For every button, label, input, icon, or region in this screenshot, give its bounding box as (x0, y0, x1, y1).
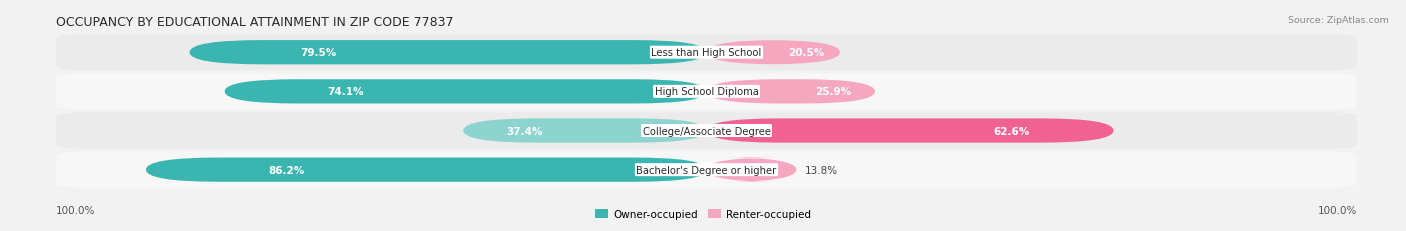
FancyBboxPatch shape (190, 41, 706, 65)
Text: 37.4%: 37.4% (506, 126, 543, 136)
FancyBboxPatch shape (464, 119, 706, 143)
Text: 79.5%: 79.5% (301, 48, 337, 58)
Text: OCCUPANCY BY EDUCATIONAL ATTAINMENT IN ZIP CODE 77837: OCCUPANCY BY EDUCATIONAL ATTAINMENT IN Z… (56, 16, 454, 29)
FancyBboxPatch shape (56, 35, 1357, 71)
FancyBboxPatch shape (56, 113, 1357, 149)
Text: 100.0%: 100.0% (56, 205, 96, 215)
Text: 74.1%: 74.1% (326, 87, 363, 97)
Text: 13.8%: 13.8% (804, 165, 838, 175)
Text: Bachelor's Degree or higher: Bachelor's Degree or higher (637, 165, 776, 175)
Text: Source: ZipAtlas.com: Source: ZipAtlas.com (1288, 16, 1389, 25)
Text: 100.0%: 100.0% (1317, 205, 1357, 215)
FancyBboxPatch shape (146, 158, 706, 182)
Text: 62.6%: 62.6% (994, 126, 1031, 136)
Text: College/Associate Degree: College/Associate Degree (643, 126, 770, 136)
FancyBboxPatch shape (56, 152, 1357, 188)
FancyBboxPatch shape (706, 158, 796, 182)
FancyBboxPatch shape (56, 74, 1357, 110)
Legend: Owner-occupied, Renter-occupied: Owner-occupied, Renter-occupied (591, 205, 815, 224)
Text: High School Diploma: High School Diploma (655, 87, 758, 97)
FancyBboxPatch shape (225, 80, 706, 104)
Text: 20.5%: 20.5% (789, 48, 825, 58)
FancyBboxPatch shape (706, 41, 839, 65)
Text: 86.2%: 86.2% (269, 165, 304, 175)
Text: Less than High School: Less than High School (651, 48, 762, 58)
FancyBboxPatch shape (706, 119, 1114, 143)
FancyBboxPatch shape (706, 80, 875, 104)
Text: 25.9%: 25.9% (814, 87, 851, 97)
